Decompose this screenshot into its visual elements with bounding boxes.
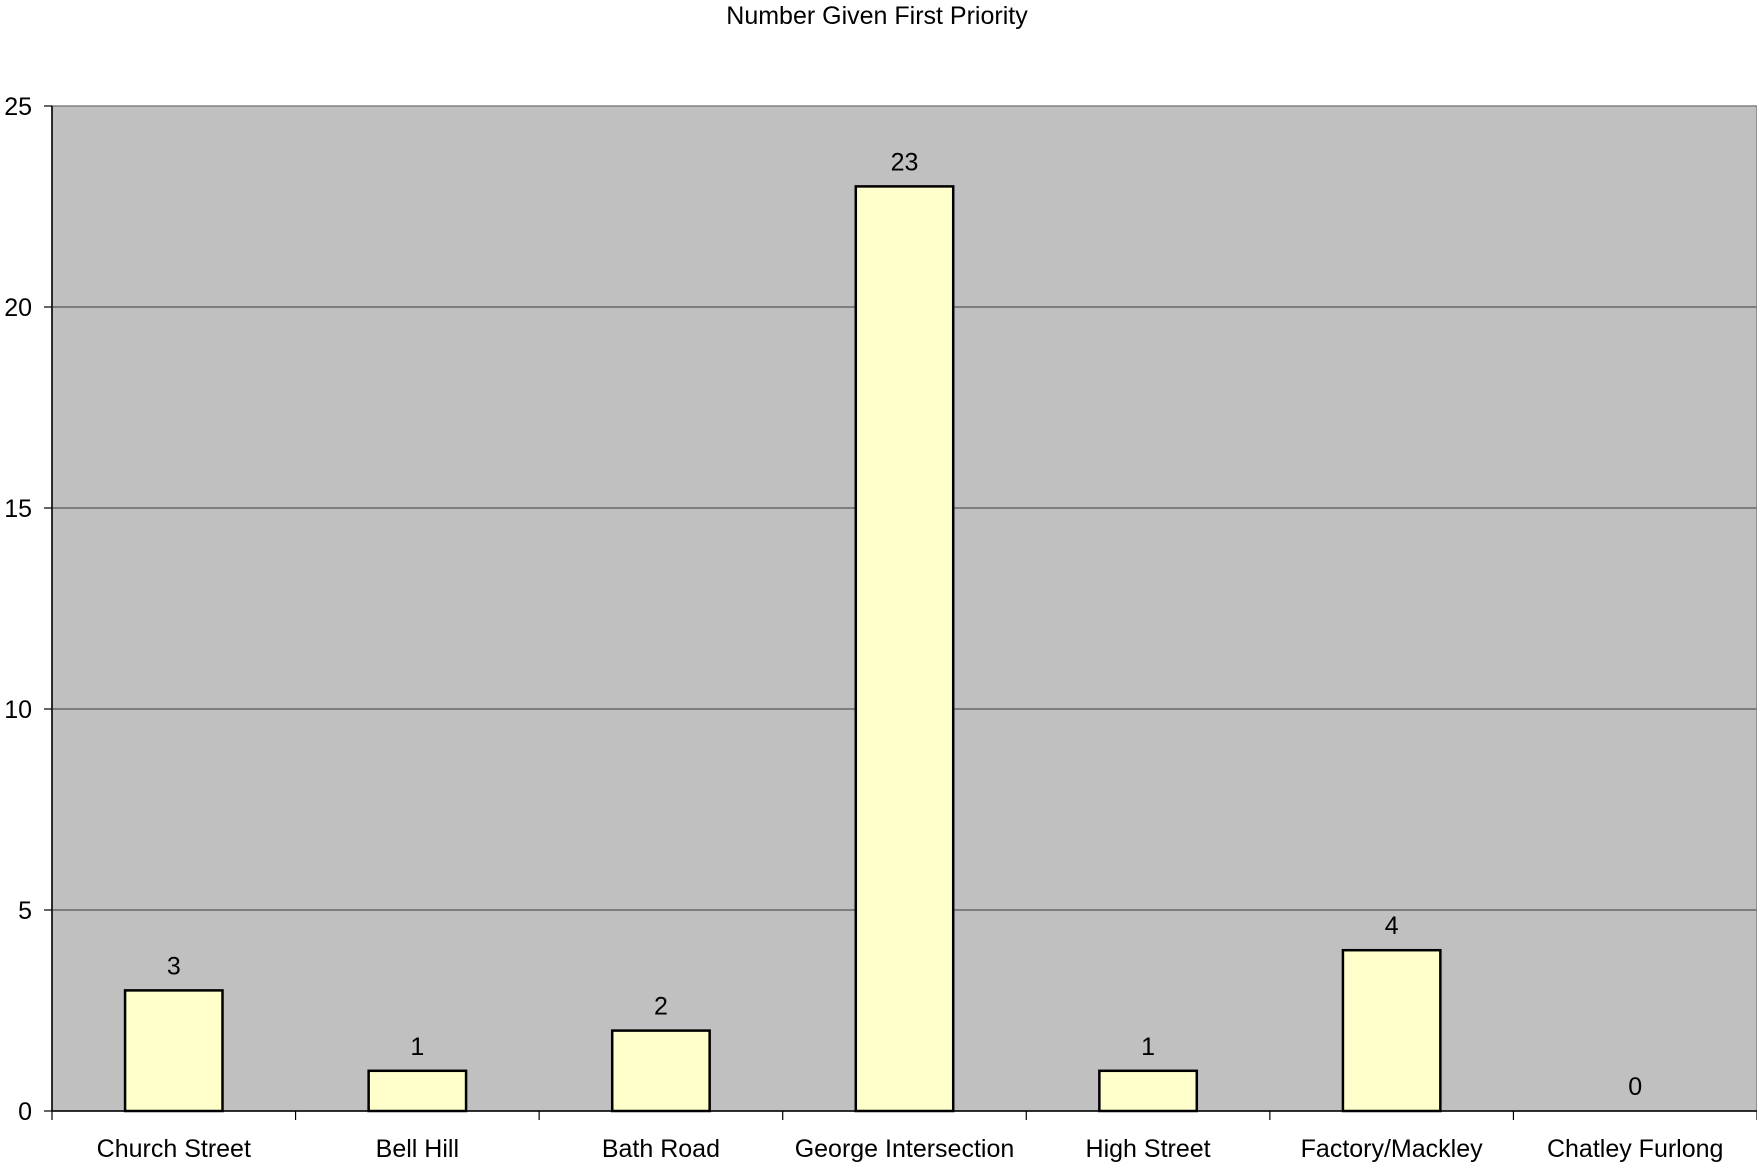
y-tick-label: 20	[4, 294, 32, 322]
x-tick-label: Factory/Mackley	[1301, 1135, 1483, 1163]
data-label: 3	[167, 952, 181, 980]
bar	[854, 185, 955, 1113]
y-tick-label: 5	[18, 897, 32, 925]
data-label: 23	[891, 148, 919, 176]
bar	[1098, 1069, 1199, 1113]
bar	[367, 1069, 468, 1113]
bars	[123, 185, 1442, 1113]
y-tick-label: 15	[4, 495, 32, 523]
chart-title: Number Given First Priority	[726, 2, 1028, 30]
bar	[610, 1029, 711, 1113]
x-tick-label: Bath Road	[602, 1135, 720, 1163]
y-tick-label: 25	[4, 93, 32, 121]
bar	[123, 989, 224, 1113]
x-tick-label: Church Street	[97, 1135, 251, 1163]
data-label: 1	[1141, 1033, 1155, 1061]
x-tick-label: Bell Hill	[376, 1135, 459, 1163]
y-tick-label: 10	[4, 696, 32, 724]
data-labels: 3 1 2 23 1 4 0	[167, 148, 1642, 1101]
data-label: 0	[1628, 1073, 1642, 1101]
x-tick-label: Chatley Furlong	[1547, 1135, 1723, 1163]
axes	[44, 105, 1757, 1120]
x-tick-label: High Street	[1086, 1135, 1211, 1163]
bar	[1341, 948, 1442, 1113]
x-tick-label: George Intersection	[795, 1135, 1015, 1163]
data-label: 4	[1385, 912, 1399, 940]
y-tick-label: 0	[18, 1098, 32, 1126]
data-label: 2	[654, 993, 668, 1021]
x-axis-ticks: Church Street Bell Hill Bath Road George In…	[97, 1135, 1724, 1163]
data-label: 1	[410, 1033, 424, 1061]
y-axis-ticks: 0 5 10 15 20 25	[4, 93, 32, 1126]
